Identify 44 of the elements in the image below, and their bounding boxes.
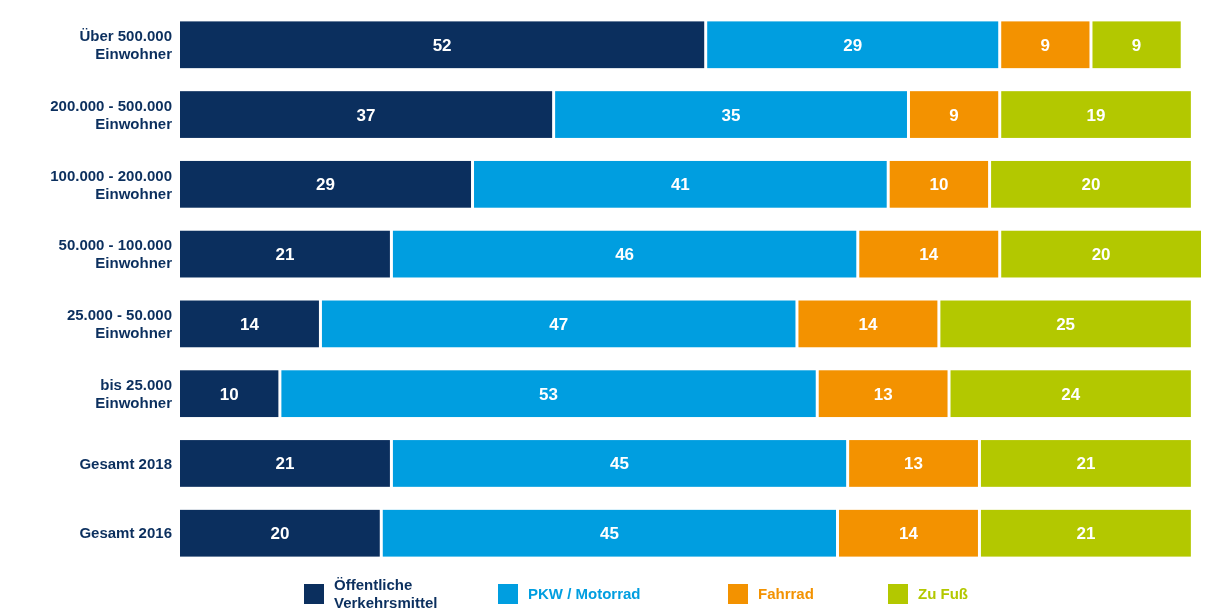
data-label: 21 xyxy=(275,245,295,265)
data-label: 20 xyxy=(270,524,290,544)
data-label: 37 xyxy=(356,105,376,125)
data-label: 13 xyxy=(873,384,893,404)
legend-label: Fahrrad xyxy=(758,585,814,603)
legend-label: Zu Fuß xyxy=(918,585,968,603)
data-label: 41 xyxy=(670,175,690,195)
data-label: 47 xyxy=(549,314,569,334)
data-label: 14 xyxy=(858,314,878,334)
legend-label: Öffentliche Verkehrsmittel xyxy=(334,576,438,609)
data-label: 20 xyxy=(1091,245,1111,265)
data-label: 14 xyxy=(919,245,939,265)
y-tick-label: Über 500.000 Einwohner xyxy=(79,27,173,63)
y-tick-label: 50.000 - 100.000 Einwohner xyxy=(58,236,173,272)
data-label: 21 xyxy=(1076,454,1096,474)
data-label: 14 xyxy=(240,314,260,334)
data-label: 46 xyxy=(615,245,635,265)
data-label: 24 xyxy=(1061,384,1081,404)
y-tick-label: Gesamt 2016 xyxy=(79,524,172,542)
y-tick-label: 200.000 - 500.000 Einwohner xyxy=(50,96,173,132)
data-label: 29 xyxy=(316,175,335,195)
data-label: 9 xyxy=(1131,35,1142,55)
data-label: 9 xyxy=(949,105,959,125)
data-label: 9 xyxy=(1040,35,1051,55)
y-tick-label: 100.000 - 200.000 Einwohner xyxy=(50,166,173,202)
data-label: 10 xyxy=(219,384,239,404)
data-label: 45 xyxy=(599,524,619,544)
data-label: 29 xyxy=(843,35,863,55)
data-label: 19 xyxy=(1086,105,1106,125)
data-label: 13 xyxy=(904,454,924,474)
data-label: 21 xyxy=(275,454,295,474)
data-label: 53 xyxy=(539,384,559,404)
data-label: 10 xyxy=(929,175,949,195)
y-tick-label: bis 25.000 Einwohner xyxy=(95,375,173,411)
data-label: 45 xyxy=(610,454,629,474)
data-label: 21 xyxy=(1076,524,1096,544)
y-tick-label: 25.000 - 50.000 Einwohner xyxy=(66,306,173,342)
data-label: 20 xyxy=(1081,175,1101,195)
data-label: 25 xyxy=(1056,314,1076,334)
legend-label: PKW / Motorrad xyxy=(528,585,641,603)
y-tick-label: Gesamt 2018 xyxy=(79,454,172,472)
data-label: 52 xyxy=(432,35,452,55)
data-label: 35 xyxy=(721,105,741,125)
data-label: 14 xyxy=(899,524,919,544)
